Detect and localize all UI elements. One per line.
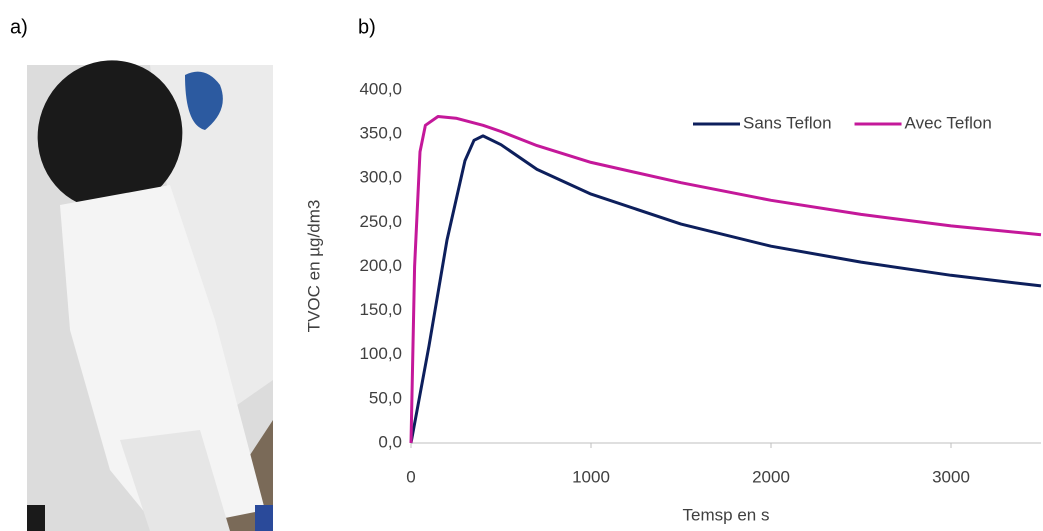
series-line bbox=[409, 134, 1042, 444]
y-tick-label: 0,0 bbox=[378, 432, 402, 451]
x-tick-label: 0 bbox=[406, 467, 415, 486]
y-tick-label: 400,0 bbox=[359, 79, 402, 98]
chart: TVOC en µg/dm3 Temsp en s bbox=[304, 200, 769, 525]
panel-label: a) bbox=[10, 16, 28, 38]
panel-label: b) bbox=[358, 16, 376, 38]
legend-label: Sans Teflon bbox=[743, 113, 832, 132]
y-tick-label: 200,0 bbox=[359, 256, 402, 275]
x-axis-label: Temsp en s bbox=[683, 505, 770, 524]
y-tick-label: 300,0 bbox=[359, 168, 402, 187]
series-line bbox=[409, 115, 1042, 444]
y-axis-label: TVOC en µg/dm3 bbox=[304, 200, 323, 333]
y-tick-label: 150,0 bbox=[359, 300, 402, 319]
x-tick-label: 2000 bbox=[752, 467, 790, 486]
x-tick-label: 1000 bbox=[572, 467, 610, 486]
photo bbox=[27, 60, 273, 531]
y-tick-label: 350,0 bbox=[359, 124, 402, 143]
x-tick-label: 3000 bbox=[932, 467, 970, 486]
y-tick-label: 100,0 bbox=[359, 344, 402, 363]
legend-label: Avec Teflon bbox=[905, 113, 992, 132]
y-tick-label: 50,0 bbox=[369, 388, 402, 407]
y-tick-label: 250,0 bbox=[359, 212, 402, 231]
